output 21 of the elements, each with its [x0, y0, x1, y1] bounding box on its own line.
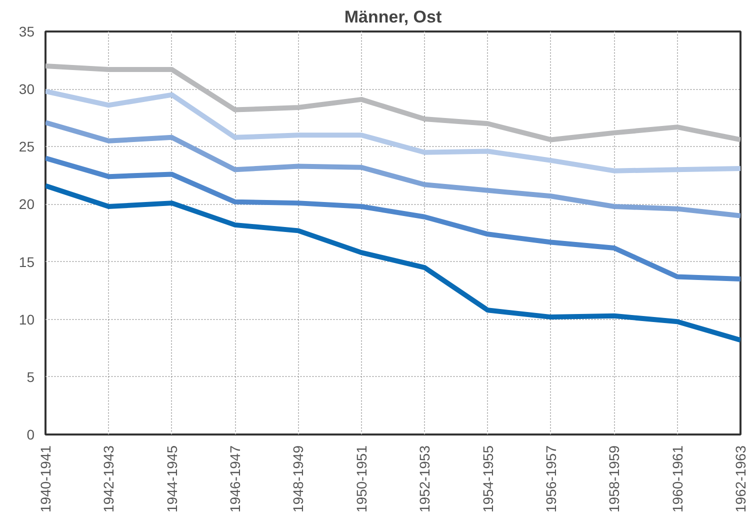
y-tick-label: 5 — [26, 368, 35, 385]
y-tick-label: 25 — [18, 138, 35, 155]
x-tick-label: 1958-1959 — [606, 445, 622, 512]
x-tick-label: 1954-1955 — [480, 445, 496, 512]
chart-title: Männer, Ost — [344, 8, 442, 26]
y-tick-label: 35 — [18, 24, 35, 40]
y-tick-label: 15 — [18, 254, 35, 270]
x-tick-label: 1940-1941 — [38, 445, 54, 512]
x-tick-label: 1942-1943 — [100, 445, 117, 512]
x-tick-label: 1952-1953 — [416, 445, 433, 512]
x-tick-label: 1948-1949 — [290, 445, 306, 512]
x-tick-label: 1960-1961 — [669, 445, 686, 512]
x-tick-label: 1956-1957 — [542, 445, 559, 512]
y-tick-label: 30 — [18, 81, 35, 98]
y-tick-label: 0 — [26, 426, 35, 442]
x-tick-label: 1946-1947 — [227, 445, 244, 512]
x-tick-label: 1962-1963 — [732, 445, 748, 512]
x-tick-label: 1944-1945 — [164, 445, 180, 512]
x-tick-label: 1950-1951 — [353, 445, 370, 512]
y-tick-label: 20 — [18, 196, 35, 212]
y-tick-label: 10 — [18, 311, 35, 328]
